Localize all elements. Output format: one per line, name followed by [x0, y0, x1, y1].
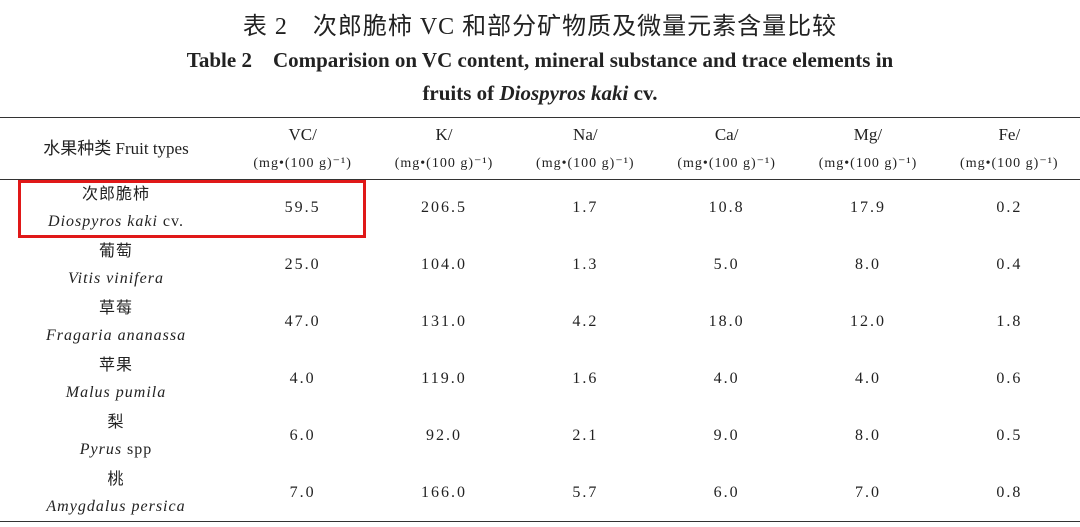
fruit-latin: Amygdalus persica [0, 493, 232, 520]
value-cell: 8.0 [854, 256, 881, 273]
latin-name: Vitis vinifera [68, 270, 164, 287]
value-cell: 104.0 [420, 256, 467, 273]
table-row: 梨 Pyrus spp 6.0 92.0 2.1 9.0 8.0 0.5 [0, 408, 1080, 465]
header-cell: Ca/ (mg•(100 g)⁻¹) [655, 117, 798, 180]
fruit-zh: 苹果 [98, 357, 133, 374]
column-name: Na/ [573, 124, 598, 144]
fruit-name: 梨 Pyrus spp [0, 408, 232, 465]
value-cell: 92.0 [425, 427, 462, 444]
latin-name: Amygdalus persica [46, 497, 186, 515]
fruit-zh: 葡萄 [98, 243, 133, 260]
column-unit: (mg•(100 g)⁻¹) [818, 155, 918, 171]
value-cell: 6.0 [289, 427, 316, 444]
value-cell: 9.0 [713, 427, 740, 444]
title-en-2: fruits of Diospyros kaki cv. [0, 81, 1080, 106]
value-cell: 1.6 [572, 370, 599, 387]
header-cell: Fe/ (mg•(100 g)⁻¹) [938, 117, 1080, 180]
column-unit: (mg•(100 g)⁻¹) [677, 155, 776, 171]
title-en: Table 2 Comparision on VC content, miner… [186, 48, 894, 72]
header-cell: VC/ (mg•(100 g)⁻¹) [232, 117, 374, 180]
value-cell: 4.0 [854, 370, 881, 387]
value-cell: 2.1 [572, 427, 599, 444]
value-cell: 166.0 [420, 483, 467, 501]
fruit-latin: Vitis vinifera [0, 265, 232, 292]
value-cell: 0.2 [996, 199, 1023, 217]
header-row: 水果种类 Fruit types VC/ (mg•(100 g)⁻¹) K/ (mg•(… [0, 117, 1080, 180]
table-row: 葡萄 Vitis vinifera 25.0 104.0 1.3 5.0 8.0 0.4 [0, 237, 1080, 294]
fruit-name: 苹果 Malus pumila [0, 351, 232, 408]
value-cell: 131.0 [420, 313, 467, 330]
value-cell: 4.0 [289, 370, 316, 387]
latin-suffix: cv. [162, 213, 184, 231]
value-cell: 1.7 [572, 199, 599, 217]
fruit-name: 草莓 Fragaria ananassa [0, 294, 232, 351]
value-cell: 59.5 [284, 199, 321, 217]
value-cell: 12.0 [849, 313, 886, 330]
value-cell: 7.0 [289, 483, 316, 501]
column-unit: (mg•(100 g)⁻¹) [253, 155, 352, 171]
fruit-name: 次郎脆柿 Diospyros kaki cv. [0, 180, 232, 237]
header-cell: Mg/ (mg•(100 g)⁻¹) [797, 117, 939, 180]
value-cell: 18.0 [708, 313, 745, 330]
value-cell: 1.8 [996, 313, 1023, 330]
value-cell: 0.5 [996, 427, 1023, 444]
title-text: cv. [633, 81, 658, 105]
value-cell: 6.0 [713, 483, 740, 501]
value-cell: 10.8 [708, 199, 745, 217]
data-table: 水果种类 Fruit types VC/ (mg•(100 g)⁻¹) K/ (mg•(… [0, 117, 1080, 522]
value-cell: 7.0 [854, 483, 881, 501]
value-cell: 206.5 [420, 199, 467, 217]
value-cell: 0.6 [996, 370, 1023, 387]
table-row: 苹果 Malus pumila 4.0 119.0 1.6 4.0 4.0 0.6 [0, 351, 1080, 408]
value-cell: 17.9 [849, 199, 886, 217]
value-cell: 119.0 [421, 370, 467, 387]
fruit-latin: Diospyros kaki cv. [0, 208, 232, 235]
latin-name: Malus pumila [65, 384, 167, 401]
fruit-zh: 草莓 [98, 300, 133, 317]
title-species: Diospyros kaki [499, 81, 629, 105]
fruit-zh: 桃 [107, 470, 125, 488]
value-cell: 4.2 [572, 313, 599, 330]
table-row: 次郎脆柿 Diospyros kaki cv. 59.5 206.5 1.7 10.8 17… [0, 180, 1080, 237]
table-row: 草莓 Fragaria ananassa 47.0 131.0 4.2 18.0 12.0 1… [0, 294, 1080, 351]
value-cell: 1.3 [572, 256, 599, 273]
latin-name: Fragaria ananassa [45, 327, 187, 344]
column-unit: (mg•(100 g)⁻¹) [536, 155, 635, 171]
fruit-latin: Fragaria ananassa [0, 322, 232, 349]
fruit-name: 桃 Amygdalus persica [0, 465, 232, 522]
latin-name: Diospyros kaki [48, 213, 158, 231]
header-cell: 水果种类 Fruit types [0, 117, 232, 180]
column-name: VC/ [288, 124, 317, 144]
table-row: 桃 Amygdalus persica 7.0 166.0 5.7 6.0 7.0 0.8 [0, 465, 1080, 522]
highlight-box [18, 180, 366, 238]
header-cell: K/ (mg•(100 g)⁻¹) [373, 117, 515, 180]
fruit-zh: 梨 [107, 414, 125, 431]
value-cell: 25.0 [284, 256, 321, 273]
latin-suffix: spp [127, 441, 153, 458]
column-name: Mg/ [853, 124, 883, 144]
value-cell: 0.4 [996, 256, 1023, 273]
value-cell: 47.0 [284, 313, 321, 330]
value-cell: 0.8 [996, 483, 1023, 501]
value-cell: 5.7 [572, 483, 599, 501]
value-cell: 5.0 [713, 256, 740, 273]
title-text: fruits of [422, 81, 495, 105]
column-unit: (mg•(100 g)⁻¹) [960, 155, 1059, 171]
fruit-name: 葡萄 Vitis vinifera [0, 237, 232, 294]
fruit-latin: Malus pumila [0, 379, 232, 406]
value-cell: 8.0 [854, 427, 881, 444]
fruit-zh: 次郎脆柿 [81, 186, 150, 204]
column-name: Ca/ [714, 124, 739, 144]
column-unit: (mg•(100 g)⁻¹) [394, 155, 494, 171]
header-cell: Na/ (mg•(100 g)⁻¹) [514, 117, 656, 180]
column-name: Fe/ [998, 124, 1021, 144]
column-name: K/ [435, 124, 453, 144]
value-cell: 4.0 [713, 370, 740, 387]
title-zh: 表 2 次郎脆柿 VC 和部分矿物质及微量元素含量比较 [242, 14, 838, 40]
latin-name: Pyrus [79, 441, 123, 458]
fruit-latin: Pyrus spp [0, 436, 232, 463]
